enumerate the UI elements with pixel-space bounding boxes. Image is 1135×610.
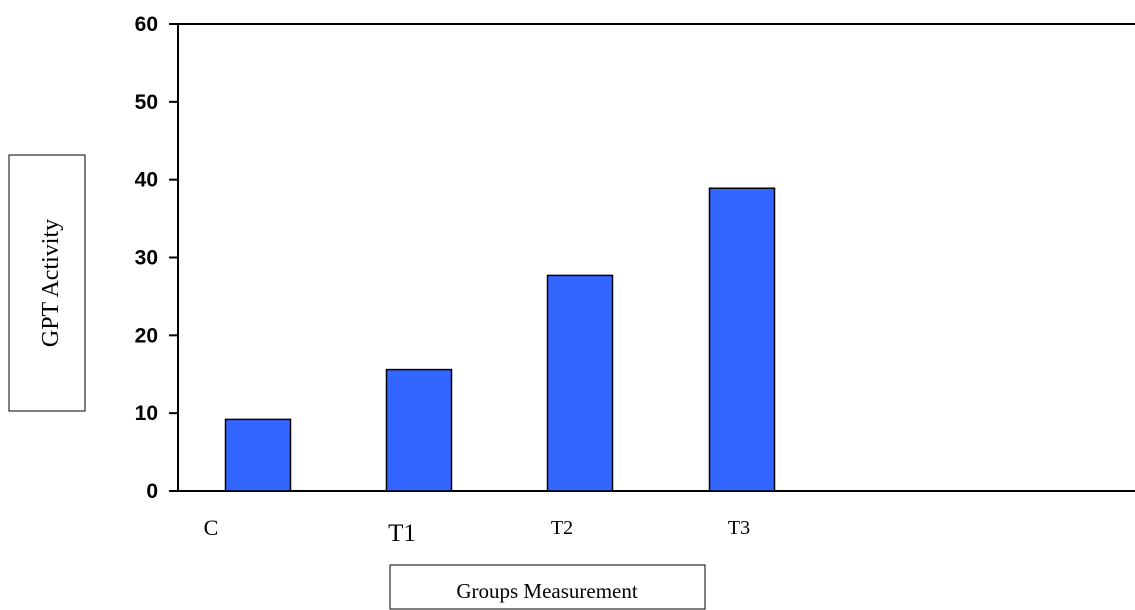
bar-t3 xyxy=(708,187,776,492)
bars xyxy=(224,187,776,492)
y-tick-label: 50 xyxy=(135,91,158,114)
x-ticks: C T1 T2 T3 xyxy=(204,515,750,547)
x-axis-label-frame xyxy=(389,564,706,610)
y-tick-label: 40 xyxy=(135,169,158,192)
bar-t2 xyxy=(546,274,614,492)
y-tick-label: 30 xyxy=(135,247,158,270)
y-tick-label: 20 xyxy=(135,324,158,347)
y-ticks: 0 10 20 30 40 50 60 xyxy=(135,13,178,503)
y-axis-label-frame xyxy=(8,154,86,412)
x-axis-label: Groups Measurement xyxy=(456,579,638,603)
x-tick-label: T3 xyxy=(728,517,750,539)
x-tick-label: T1 xyxy=(388,520,416,547)
y-axis-label: GPT Activity xyxy=(38,219,64,347)
bar-t1 xyxy=(385,368,453,492)
bar-c xyxy=(224,418,292,492)
y-tick-label: 60 xyxy=(135,13,158,36)
x-tick-label: T2 xyxy=(551,517,573,539)
y-tick-label: 0 xyxy=(146,480,158,503)
x-axis-label-box: Groups Measurement xyxy=(389,564,706,610)
y-tick-label: 10 xyxy=(135,402,158,425)
x-tick-label: C xyxy=(204,515,219,540)
axes xyxy=(177,23,1135,492)
y-axis-label-box: GPT Activity xyxy=(8,154,86,412)
